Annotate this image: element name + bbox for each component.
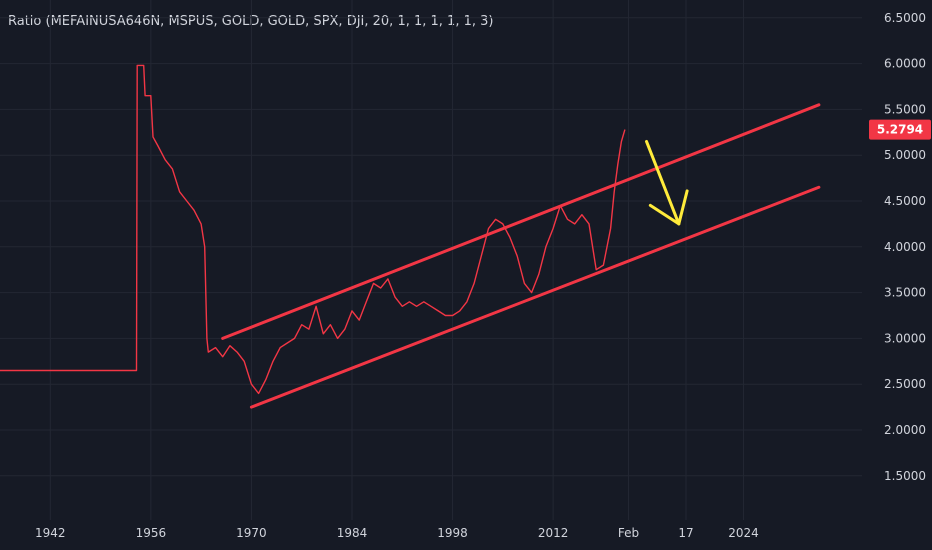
last-price-badge-bg <box>869 119 931 140</box>
y-tick-label: 4.5000 <box>884 194 926 208</box>
y-tick-label: 3.0000 <box>884 331 926 345</box>
time-axis[interactable]: 1942 1956 1970 1984 1998 2012 Feb 17 2024 <box>35 526 759 540</box>
series-layer <box>0 64 626 395</box>
x-tick-label: 17 <box>678 526 693 540</box>
x-tick-label: 1942 <box>35 526 66 540</box>
down-arrow-head[interactable] <box>648 189 689 226</box>
y-tick-label: 6.0000 <box>884 57 926 71</box>
channel-trend-line[interactable] <box>249 185 821 409</box>
price-axis[interactable]: 6.5000 6.0000 5.5000 5.0000 4.5000 4.0000 3.50… <box>884 11 926 483</box>
y-tick-label: 5.5000 <box>884 102 926 116</box>
y-tick-label: 3.5000 <box>884 286 926 300</box>
x-tick-label: 1998 <box>437 526 468 540</box>
channel-trend-line[interactable] <box>221 103 821 340</box>
x-tick-label: 2024 <box>728 526 759 540</box>
x-tick-label: 1984 <box>337 526 368 540</box>
y-tick-label: 1.5000 <box>884 469 926 483</box>
ratio-series-line <box>0 64 626 395</box>
x-tick-label: 1970 <box>236 526 267 540</box>
last-price-label: 5.2794 <box>877 123 923 137</box>
last-price-badge: 5.2794 <box>869 119 931 140</box>
x-tick-label: 1956 <box>136 526 167 540</box>
y-tick-label: 4.0000 <box>884 240 926 254</box>
y-tick-label: 6.5000 <box>884 11 926 25</box>
drawing-layer[interactable] <box>221 103 821 409</box>
down-arrow-shaft[interactable] <box>645 139 681 226</box>
x-tick-label: 2012 <box>538 526 569 540</box>
y-tick-label: 2.0000 <box>884 423 926 437</box>
y-tick-label: 5.0000 <box>884 148 926 162</box>
x-tick-label: Feb <box>618 526 639 540</box>
y-tick-label: 2.5000 <box>884 377 926 391</box>
grid-lines <box>0 0 862 520</box>
